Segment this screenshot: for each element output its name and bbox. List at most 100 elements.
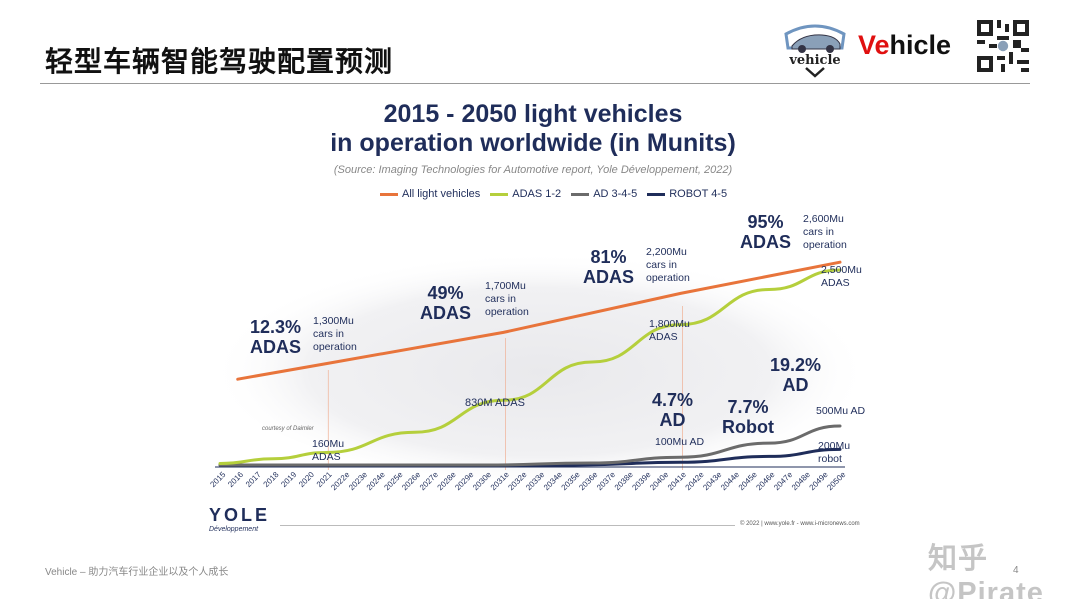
legend: All light vehicles ADAS 1-2 AD 3-4-5 ROB…: [380, 188, 727, 200]
copyright: © 2022 | www.yole.fr - www.i-micronews.c…: [740, 521, 860, 527]
pct-label: Robot: [722, 417, 774, 437]
legend-item: All light vehicles: [380, 188, 480, 200]
page-title: 轻型车辆智能驾驶配置预测: [45, 45, 394, 78]
annotation-ad-2041: 4.7% AD: [652, 390, 693, 430]
legend-swatch: [380, 192, 398, 196]
pct: 95%: [747, 212, 784, 232]
annotation-2031-cars: 1,700Mu cars in operation: [485, 280, 529, 319]
brand-prefix: Ve: [858, 30, 890, 60]
legend-item: ROBOT 4-5: [647, 188, 727, 200]
annotation-2050-cars: 2,600Mu cars in operation: [803, 213, 847, 252]
t: operation: [803, 239, 847, 251]
x-tick-label: 2022e: [329, 470, 351, 492]
t: operation: [646, 272, 690, 284]
x-tick-label: 2042e: [684, 470, 706, 492]
svg-text:vehicle: vehicle: [788, 53, 840, 68]
x-tick-label: 2045e: [737, 470, 759, 492]
x-tick-label: 2024e: [365, 470, 387, 492]
t: operation: [485, 306, 529, 318]
pct: 12.3%: [250, 317, 302, 337]
yole-sub: Développement: [209, 526, 259, 533]
chart-title-line2: in operation worldwide (in Munits): [330, 129, 736, 157]
annotation-2041-adas: 1,800Mu ADAS: [649, 318, 690, 344]
annotation-2041-cars: 2,200Mu cars in operation: [646, 246, 690, 285]
t: 160Mu: [312, 438, 345, 450]
legend-label: ADAS 1-2: [512, 188, 562, 200]
x-tick-label: 2043e: [701, 470, 723, 492]
t: cars in: [485, 293, 516, 305]
annotation-ad-2050: 19.2% AD: [770, 355, 821, 395]
annotation-2021-pct: 12.3% ADAS: [250, 317, 301, 357]
x-tick-label: 2019: [279, 470, 298, 489]
legend-swatch: [571, 192, 590, 196]
x-tick-label: 2050e: [825, 470, 847, 492]
header-divider: [40, 83, 1030, 84]
annotation-2041-pct: 81% ADAS: [583, 247, 634, 287]
car-background-image: [210, 240, 870, 480]
series-line-ad-3-4-5: [218, 424, 842, 467]
t: ADAS: [649, 331, 678, 343]
annotation-2050-adas: 2,500Mu ADAS: [821, 264, 862, 290]
x-tick-label: 2017: [244, 470, 263, 489]
pct-label: AD: [659, 410, 686, 430]
pct: 19.2%: [770, 355, 822, 375]
t: 1,800Mu: [649, 318, 690, 330]
pct-label: ADAS: [420, 303, 472, 323]
legend-label: All light vehicles: [402, 188, 481, 200]
x-tick-label: 2046e: [754, 470, 776, 492]
chart-title-line1: 2015 - 2050 light vehicles: [383, 100, 683, 128]
chart-subtitle: (Source: Imaging Technologies for Automo…: [333, 164, 733, 176]
t: 2,600Mu: [803, 213, 844, 225]
x-tick-label: 2020: [297, 470, 316, 489]
annotation-robot-2050: 200Mu robot: [818, 440, 850, 466]
footer-text: Vehicle – 助力汽车行业企业以及个人成长: [45, 567, 229, 578]
footer-divider: [280, 525, 735, 526]
t: 2,200Mu: [646, 246, 687, 258]
series-line-all-light-vehicles: [236, 260, 842, 381]
t: operation: [313, 341, 357, 353]
x-tick-label: 2041e: [666, 470, 688, 492]
t: ADAS: [821, 277, 850, 289]
t: robot: [818, 453, 842, 465]
x-tick-label: 2016: [226, 470, 245, 489]
pct-label: AD: [782, 375, 809, 395]
t: cars in: [803, 226, 834, 238]
pct: 49%: [427, 283, 464, 303]
t: ADAS: [312, 451, 341, 463]
annotation-2031-pct: 49% ADAS: [420, 283, 471, 323]
annotation-ad-2041-val: 100Mu AD: [655, 436, 705, 448]
x-tick-label: 2048e: [790, 470, 812, 492]
annotation-2031-adas: 830M ADAS: [465, 397, 525, 409]
pct: 81%: [590, 247, 627, 267]
qr-code-icon: [977, 20, 1029, 72]
brand-name: Vehicle: [858, 30, 951, 61]
page-number: 4: [1013, 565, 1019, 576]
legend-swatch: [490, 192, 509, 196]
annotation-ad-2050-val: 500Mu AD: [816, 405, 866, 417]
annotation-robot: 7.7% Robot: [722, 397, 774, 437]
t: 2,500Mu: [821, 264, 862, 276]
x-tick-label: 2049e: [808, 470, 830, 492]
x-tick-label: 2023e: [347, 470, 369, 492]
annotation-2050-pct: 95% ADAS: [740, 212, 791, 252]
yole-name: YOLE: [209, 505, 271, 525]
x-tick-label: 2040e: [648, 470, 670, 492]
pct-label: ADAS: [250, 337, 302, 357]
x-tick-label: 2018: [262, 470, 281, 489]
x-tick-label: 2026e: [400, 470, 422, 492]
watermark: 知乎 @Pirate: [928, 543, 1044, 599]
t: 1,700Mu: [485, 280, 526, 292]
legend-label: ROBOT 4-5: [669, 188, 728, 200]
legend-label: AD 3-4-5: [593, 188, 638, 200]
x-tick-label: 2025e: [382, 470, 404, 492]
t: 1,300Mu: [313, 315, 354, 327]
yole-logo: YOLE Développement: [195, 505, 270, 533]
pct: 7.7%: [727, 397, 769, 417]
x-tick-label: 2047e: [772, 470, 794, 492]
vehicle-logo: vehicle: [784, 24, 846, 78]
t: cars in: [313, 328, 344, 340]
series-line-adas-1-2: [218, 268, 842, 465]
brand-rest: hicle: [889, 30, 952, 60]
